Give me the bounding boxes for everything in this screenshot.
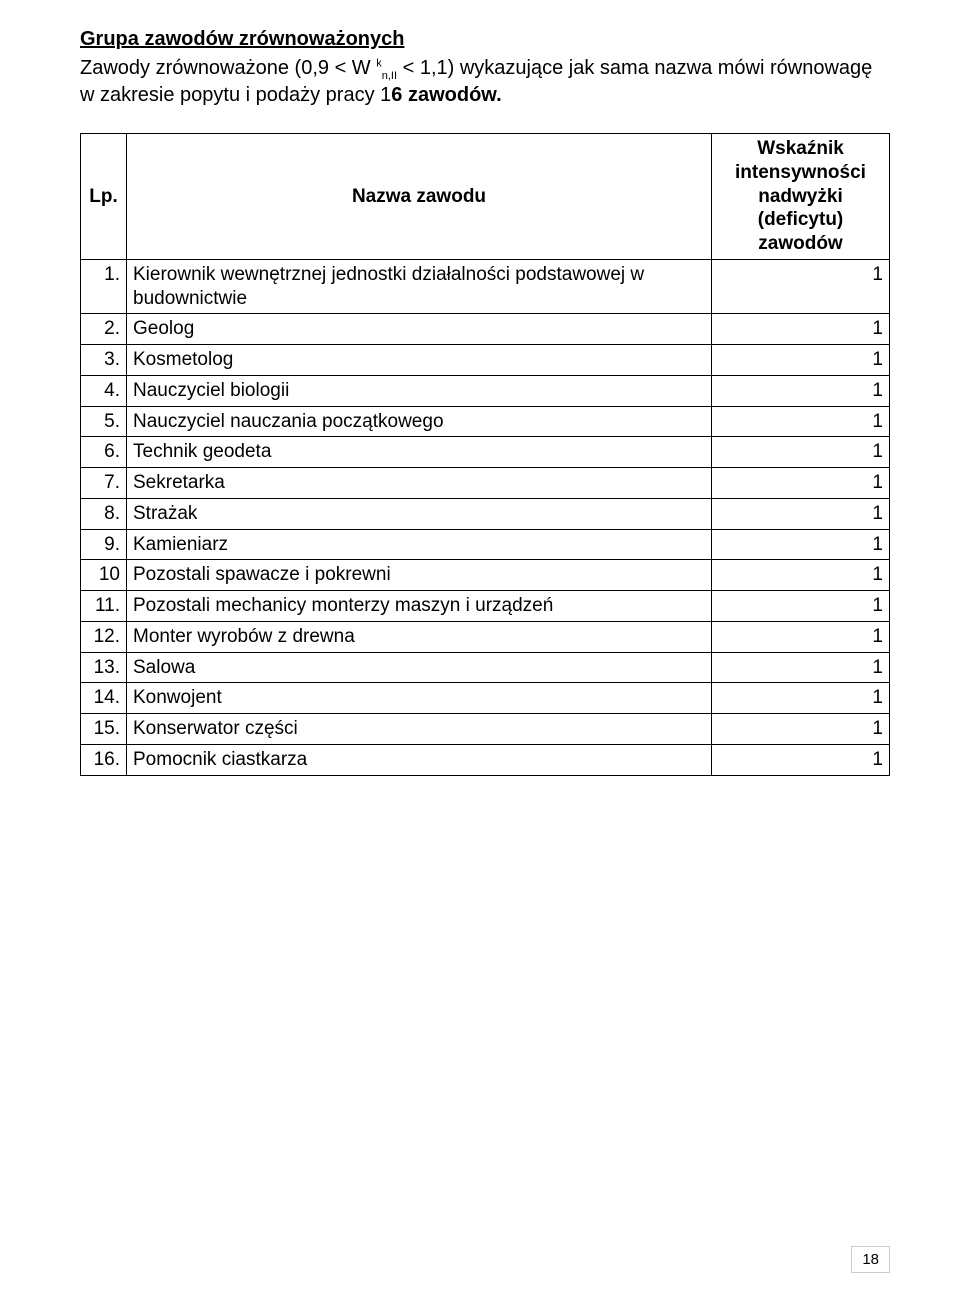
- cell-name: Pozostali spawacze i pokrewni: [127, 560, 712, 591]
- professions-table: Lp. Nazwa zawodu Wskaźnik intensywności …: [80, 133, 890, 776]
- table-row: 1.Kierownik wewnętrznej jednostki działa…: [81, 259, 890, 314]
- cell-name: Konserwator części: [127, 714, 712, 745]
- intro-paragraph: Zawody zrównoważone (0,9 < W kn,II < 1,1…: [80, 55, 890, 109]
- table-row: 9.Kamieniarz1: [81, 529, 890, 560]
- cell-name: Technik geodeta: [127, 437, 712, 468]
- table-row: 7.Sekretarka1: [81, 468, 890, 499]
- cell-value: 1: [712, 406, 890, 437]
- cell-value: 1: [712, 591, 890, 622]
- cell-value: 1: [712, 560, 890, 591]
- table-row: 4.Nauczyciel biologii1: [81, 375, 890, 406]
- cell-lp: 10: [81, 560, 127, 591]
- section-title: Grupa zawodów zrównoważonych: [80, 28, 890, 51]
- col-header-value: Wskaźnik intensywności nadwyżki (deficyt…: [712, 134, 890, 260]
- cell-lp: 5.: [81, 406, 127, 437]
- cell-name: Konwojent: [127, 683, 712, 714]
- table-row: 3.Kosmetolog1: [81, 345, 890, 376]
- cell-lp: 7.: [81, 468, 127, 499]
- cell-value: 1: [712, 259, 890, 314]
- cell-value: 1: [712, 498, 890, 529]
- cell-lp: 12.: [81, 621, 127, 652]
- table-row: 8.Strażak1: [81, 498, 890, 529]
- table-row: 6.Technik geodeta1: [81, 437, 890, 468]
- cell-value: 1: [712, 714, 890, 745]
- cell-value: 1: [712, 375, 890, 406]
- cell-lp: 15.: [81, 714, 127, 745]
- cell-value: 1: [712, 529, 890, 560]
- cell-value: 1: [712, 345, 890, 376]
- cell-value: 1: [712, 652, 890, 683]
- cell-lp: 6.: [81, 437, 127, 468]
- cell-name: Kamieniarz: [127, 529, 712, 560]
- cell-value: 1: [712, 744, 890, 775]
- cell-lp: 2.: [81, 314, 127, 345]
- page-number: 18: [851, 1246, 890, 1273]
- cell-lp: 9.: [81, 529, 127, 560]
- cell-value: 1: [712, 683, 890, 714]
- cell-lp: 1.: [81, 259, 127, 314]
- cell-name: Kosmetolog: [127, 345, 712, 376]
- cell-name: Pozostali mechanicy monterzy maszyn i ur…: [127, 591, 712, 622]
- table-row: 15.Konserwator części1: [81, 714, 890, 745]
- table-row: 10Pozostali spawacze i pokrewni1: [81, 560, 890, 591]
- table-header-row: Lp. Nazwa zawodu Wskaźnik intensywności …: [81, 134, 890, 260]
- cell-name: Monter wyrobów z drewna: [127, 621, 712, 652]
- cell-name: Salowa: [127, 652, 712, 683]
- cell-value: 1: [712, 621, 890, 652]
- col-header-name: Nazwa zawodu: [127, 134, 712, 260]
- cell-value: 1: [712, 314, 890, 345]
- cell-name: Geolog: [127, 314, 712, 345]
- cell-value: 1: [712, 468, 890, 499]
- table-row: 11.Pozostali mechanicy monterzy maszyn i…: [81, 591, 890, 622]
- cell-name: Nauczyciel nauczania początkowego: [127, 406, 712, 437]
- cell-lp: 16.: [81, 744, 127, 775]
- cell-name: Kierownik wewnętrznej jednostki działaln…: [127, 259, 712, 314]
- cell-lp: 4.: [81, 375, 127, 406]
- cell-name: Sekretarka: [127, 468, 712, 499]
- cell-value: 1: [712, 437, 890, 468]
- cell-lp: 3.: [81, 345, 127, 376]
- cell-lp: 13.: [81, 652, 127, 683]
- table-row: 16.Pomocnik ciastkarza1: [81, 744, 890, 775]
- table-row: 14.Konwojent1: [81, 683, 890, 714]
- cell-name: Pomocnik ciastkarza: [127, 744, 712, 775]
- cell-name: Strażak: [127, 498, 712, 529]
- table-row: 12.Monter wyrobów z drewna1: [81, 621, 890, 652]
- cell-lp: 11.: [81, 591, 127, 622]
- cell-name: Nauczyciel biologii: [127, 375, 712, 406]
- table-row: 13.Salowa1: [81, 652, 890, 683]
- cell-lp: 14.: [81, 683, 127, 714]
- col-header-lp: Lp.: [81, 134, 127, 260]
- table-row: 5.Nauczyciel nauczania początkowego1: [81, 406, 890, 437]
- table-row: 2.Geolog1: [81, 314, 890, 345]
- cell-lp: 8.: [81, 498, 127, 529]
